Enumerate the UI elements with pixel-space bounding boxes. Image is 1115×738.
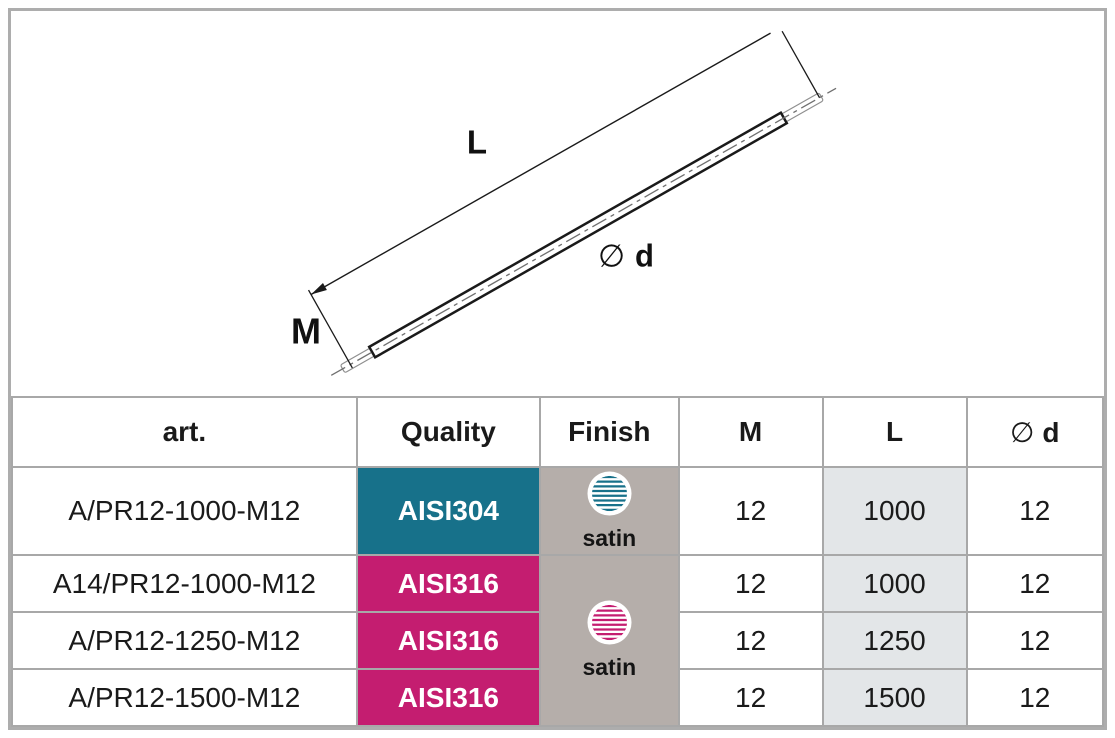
col-header-l: L (821, 396, 968, 468)
label-diameter: ∅ d (598, 238, 654, 273)
technical-drawing: L M ∅ d (11, 11, 1104, 396)
finish-cell: satin (539, 466, 680, 556)
m-cell: 12 (677, 611, 824, 670)
quality-badge: AISI316 (355, 611, 542, 670)
d-cell: 12 (965, 466, 1104, 556)
table-row: A/PR12-1000-M12 AISI304 (11, 466, 1104, 556)
m-cell: 12 (677, 554, 824, 613)
finish-cell-merged: satin (539, 554, 680, 727)
l-cell: 1000 (821, 466, 968, 556)
table-row: A/PR12-1250-M12 AISI316 12 1250 12 (11, 611, 1104, 670)
label-length: L (467, 125, 487, 162)
page-frame: L M ∅ d art. Quality Finish M L ∅ d (8, 8, 1107, 730)
art-cell: A/PR12-1250-M12 (11, 611, 358, 670)
d-cell: 12 (965, 611, 1104, 670)
col-header-art: art. (11, 396, 358, 468)
quality-badge: AISI316 (355, 554, 542, 613)
art-cell: A14/PR12-1000-M12 (11, 554, 358, 613)
extension-line-left (307, 289, 353, 369)
col-header-finish: Finish (539, 396, 680, 468)
d-cell: 12 (965, 668, 1104, 727)
col-header-m: M (677, 396, 824, 468)
m-cell: 12 (677, 668, 824, 727)
rod-centerline (330, 87, 837, 376)
l-cell: 1000 (821, 554, 968, 613)
table-row: A/PR12-1500-M12 AISI316 12 1500 12 (11, 668, 1104, 727)
art-cell: A/PR12-1500-M12 (11, 668, 358, 727)
satin-label: satin (582, 654, 637, 680)
satin-finish-icon (587, 600, 632, 652)
header-row: art. Quality Finish M L ∅ d (11, 396, 1104, 468)
satin-finish-icon (587, 470, 632, 523)
d-cell: 12 (965, 554, 1104, 613)
art-cell: A/PR12-1000-M12 (11, 466, 358, 556)
col-header-quality: Quality (355, 396, 542, 468)
l-cell: 1500 (821, 668, 968, 727)
label-thread-size: M (291, 311, 321, 352)
col-header-diameter: ∅ d (965, 396, 1104, 468)
diameter-symbol: ∅ (1010, 416, 1035, 448)
l-cell: 1250 (821, 611, 968, 670)
spec-table: art. Quality Finish M L ∅ d A/PR12-1000-M… (11, 396, 1104, 727)
table-row: A14/PR12-1000-M12 AISI316 (11, 554, 1104, 727)
extension-line-right (781, 30, 821, 98)
rod-drawing: L M ∅ d (291, 30, 837, 376)
quality-badge: AISI316 (355, 668, 542, 727)
satin-label: satin (582, 524, 637, 551)
m-cell: 12 (677, 466, 824, 556)
quality-badge: AISI304 (355, 466, 542, 556)
rod-geometry (307, 30, 837, 376)
dimension-line-L (310, 32, 771, 296)
dimension-arrow-icon (311, 283, 327, 295)
